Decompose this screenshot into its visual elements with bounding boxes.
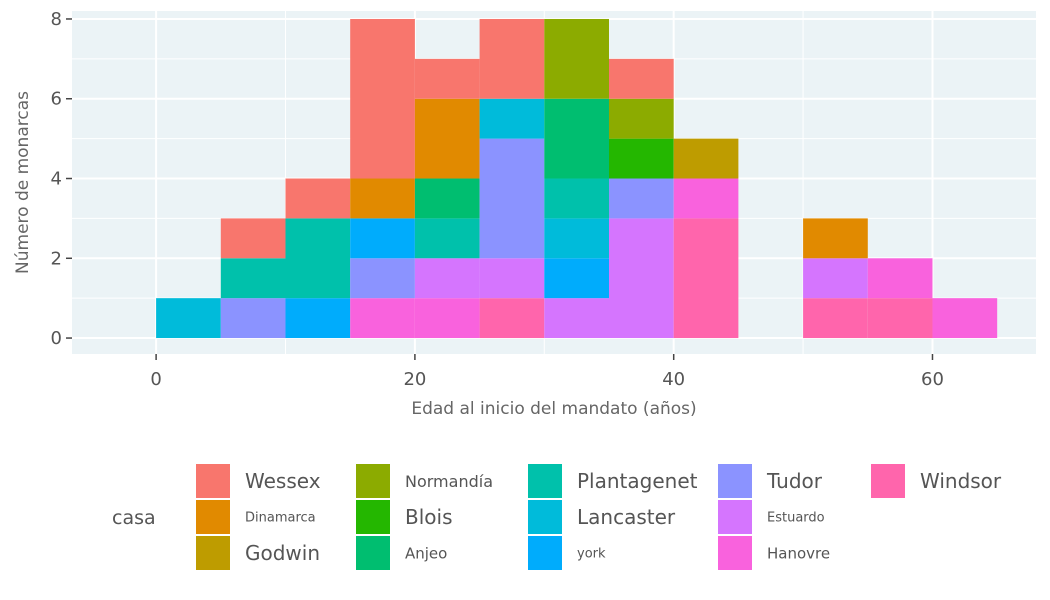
legend-label: york <box>577 547 606 562</box>
legend-swatch <box>528 500 562 534</box>
bar-segment <box>544 258 609 299</box>
legend-label: Windsor <box>920 469 1002 493</box>
y-tick-label: 6 <box>51 89 62 110</box>
bar-segment <box>867 298 933 339</box>
legend-swatch <box>871 464 905 498</box>
bar-segment <box>350 298 415 339</box>
legend-swatch <box>528 464 562 498</box>
x-tick-label: 0 <box>150 369 161 390</box>
bar-segment <box>350 218 415 259</box>
legend-label: Plantagenet <box>577 469 698 493</box>
legend-label: Godwin <box>245 541 320 565</box>
bar-segment <box>350 18 415 179</box>
bar-segment <box>414 298 480 339</box>
bar-segment <box>867 258 933 299</box>
legend-label: Wessex <box>245 469 321 493</box>
y-tick-label: 2 <box>51 248 62 269</box>
bar-segment <box>479 258 545 299</box>
bar-segment <box>414 58 480 99</box>
legend-swatch <box>196 536 230 570</box>
x-axis-title: Edad al inicio del mandato (años) <box>411 399 696 419</box>
legend-swatch <box>356 536 390 570</box>
legend-label: Normandía <box>405 472 493 491</box>
legend-swatch <box>356 464 390 498</box>
legend-label: Lancaster <box>577 505 676 529</box>
y-tick-label: 8 <box>51 9 62 30</box>
bar-segment <box>608 98 674 139</box>
bar-segment <box>414 218 480 259</box>
legend-swatch <box>196 464 230 498</box>
bar-segment <box>673 218 739 339</box>
bar-segment <box>479 98 545 139</box>
bar-segment <box>220 298 286 339</box>
bar-segment <box>932 298 998 339</box>
bar-segment <box>544 98 609 179</box>
legend-label: Dinamarca <box>245 511 316 526</box>
legend-swatch <box>718 536 752 570</box>
x-tick-label: 60 <box>921 369 944 390</box>
bar-segment <box>544 218 609 259</box>
bar-segment <box>220 258 286 299</box>
bar-segment <box>673 138 739 179</box>
bar-segment <box>673 178 739 219</box>
bar-segment <box>156 298 221 339</box>
bar-segment <box>803 218 868 259</box>
bar-segment <box>350 178 415 219</box>
bar-segment <box>803 298 868 339</box>
bars <box>156 18 998 339</box>
bar-segment <box>285 178 351 219</box>
legend-label: Anjeo <box>405 544 447 562</box>
bar-segment <box>544 178 609 219</box>
bar-segment <box>608 138 674 179</box>
bar-segment <box>479 298 545 339</box>
bar-segment <box>608 218 674 339</box>
bar-segment <box>414 178 480 219</box>
axes: 0 20 40 60 0 2 4 6 8 <box>51 9 944 390</box>
bar-segment <box>608 178 674 219</box>
y-tick-label: 4 <box>51 169 62 190</box>
bar-segment <box>414 258 480 299</box>
bar-segment <box>544 298 609 339</box>
legend: casa Wessex Dinamarca Godwin Normandía Blois… <box>112 464 1002 570</box>
legend-label: Blois <box>405 505 453 529</box>
legend-swatch <box>718 464 752 498</box>
y-axis-title: Número de monarcas <box>13 91 33 274</box>
legend-swatch <box>528 536 562 570</box>
bar-segment <box>220 218 286 259</box>
bar-segment <box>350 258 415 299</box>
y-tick-label: 0 <box>51 328 62 349</box>
legend-label: Hanovre <box>767 544 830 562</box>
bar-segment <box>479 138 545 259</box>
legend-swatch <box>356 500 390 534</box>
legend-title: casa <box>112 507 156 529</box>
x-tick-label: 20 <box>403 369 426 390</box>
bar-segment <box>544 18 609 99</box>
bar-segment <box>479 18 545 99</box>
legend-swatch <box>196 500 230 534</box>
bar-segment <box>285 218 351 299</box>
bar-segment <box>608 58 674 99</box>
legend-label: Tudor <box>766 469 823 493</box>
bar-segment <box>803 258 868 299</box>
bar-segment <box>285 298 351 339</box>
x-tick-label: 40 <box>662 369 685 390</box>
legend-label: Estuardo <box>767 511 825 526</box>
legend-swatch <box>718 500 752 534</box>
bar-segment <box>414 98 480 179</box>
